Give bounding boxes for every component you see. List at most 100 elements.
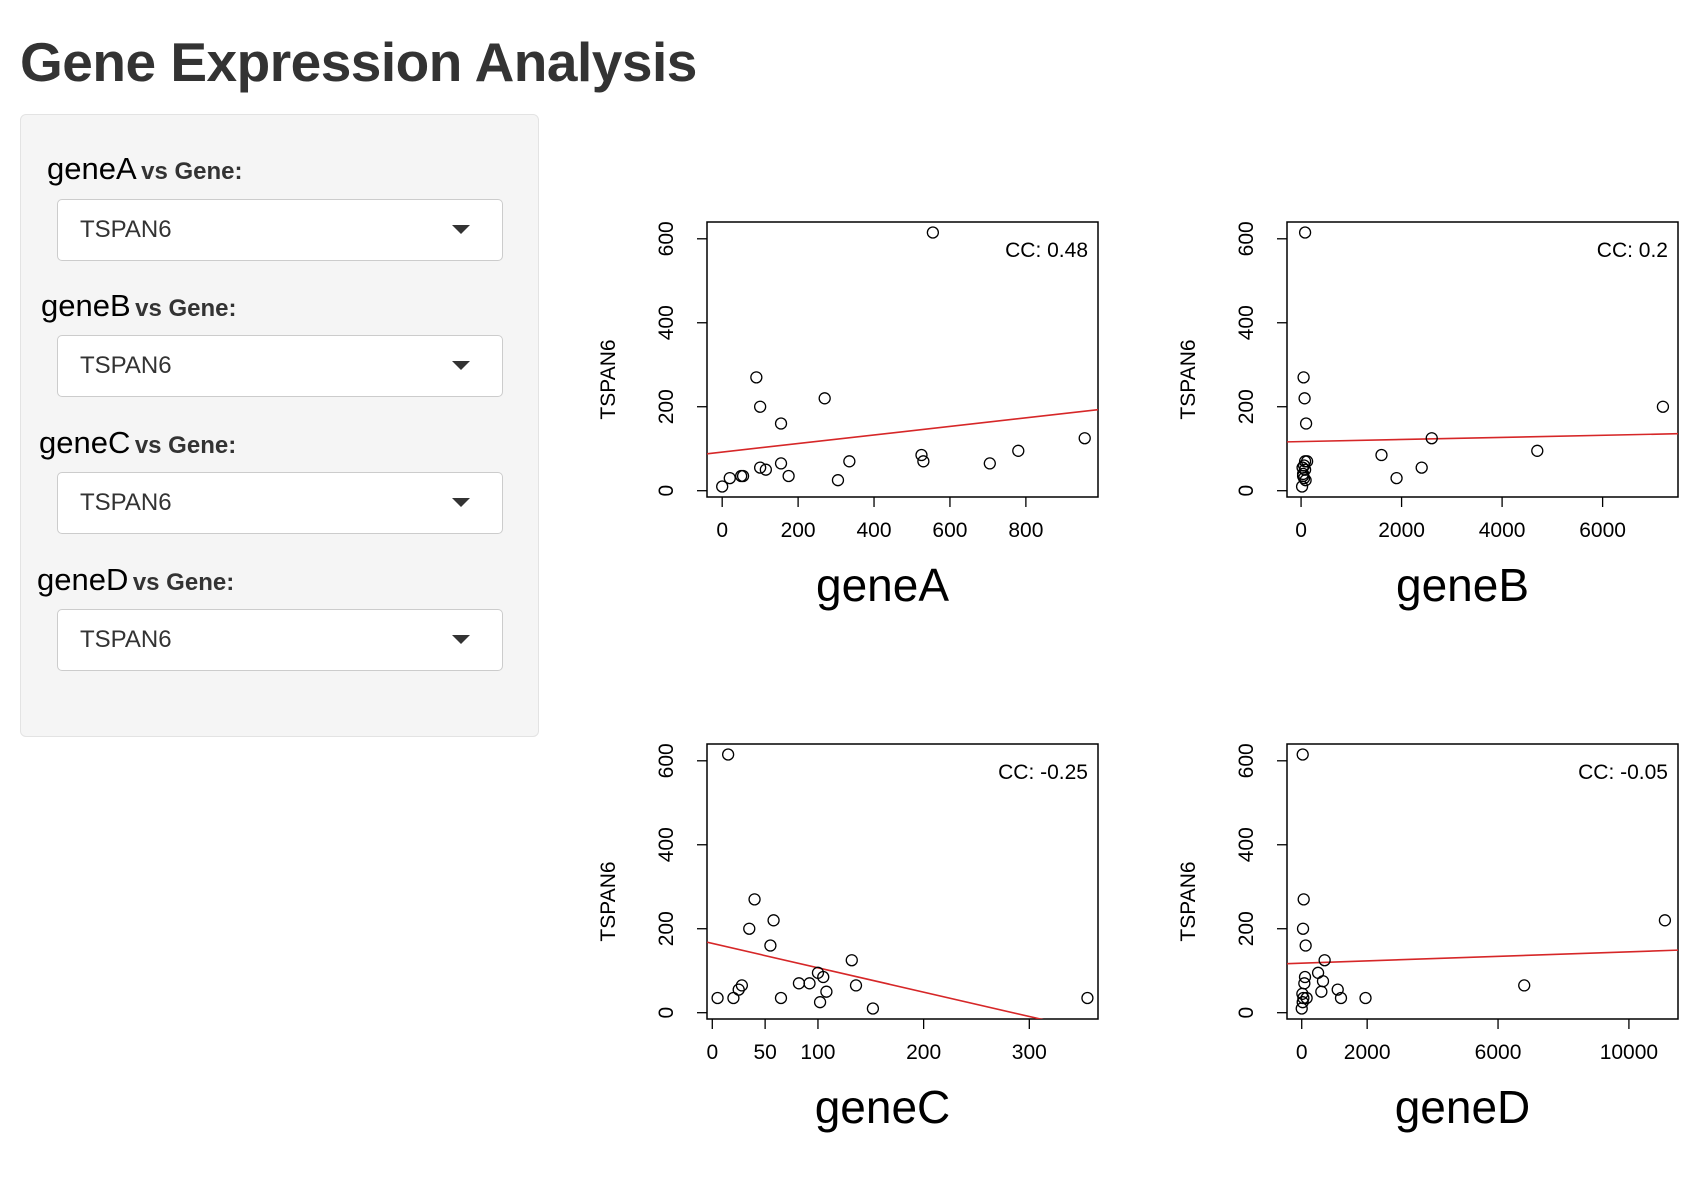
data-point <box>1390 471 1403 485</box>
x-tick-label: 300 <box>1012 1041 1047 1064</box>
data-point <box>820 985 833 998</box>
y-tick-label: 600 <box>1235 221 1258 256</box>
data-point <box>782 469 795 483</box>
data-point <box>732 983 745 996</box>
x-axis-label: geneC <box>815 1081 951 1133</box>
y-axis-label: TSPAN6 <box>597 339 620 419</box>
geneC-select[interactable]: TSPAN6 <box>57 472 503 534</box>
y-tick-label: 0 <box>655 1007 678 1019</box>
data-point <box>753 461 767 474</box>
data-point <box>792 977 806 990</box>
data-point <box>813 996 827 1009</box>
data-point <box>716 480 729 493</box>
geneA-select[interactable]: TSPAN6 <box>57 199 503 261</box>
regression-line <box>707 941 1044 1019</box>
data-point <box>764 939 777 952</box>
correlation-annotation: CC: 0.2 <box>1597 239 1668 262</box>
x-tick-label: 200 <box>906 1041 941 1064</box>
caret-down-icon <box>452 225 470 234</box>
select-value: TSPAN6 <box>80 626 172 653</box>
gene-name-label: geneC <box>39 425 131 460</box>
vs-gene-label: vs Gene: <box>134 432 237 459</box>
data-point <box>1297 991 1310 1005</box>
x-tick-label: 4000 <box>1479 519 1526 542</box>
data-point <box>817 970 830 984</box>
data-point <box>1297 459 1311 472</box>
data-point <box>818 392 831 405</box>
data-point <box>743 922 756 935</box>
x-tick-label: 800 <box>1008 519 1043 542</box>
x-tick-label: 6000 <box>1475 1041 1522 1064</box>
data-point <box>915 448 928 462</box>
x-tick-label: 600 <box>932 519 967 542</box>
x-tick-label: 100 <box>800 1041 835 1064</box>
scatter-plot-geneB: 0 2000 4000 6000 0 200 400 600 geneB TSPAN6 CC: 0.… <box>1177 221 1679 611</box>
scatter-plot-geneC: 0 50 100 200 300 0 200 400 600 geneC TSPAN6 CC: -0.… <box>597 743 1099 1133</box>
geneD-select[interactable]: TSPAN6 <box>57 609 503 671</box>
data-point <box>1298 970 1312 984</box>
select-value: TSPAN6 <box>80 216 172 243</box>
correlation-annotation: CC: -0.05 <box>1578 761 1668 784</box>
y-tick-label: 200 <box>655 911 678 946</box>
y-tick-label: 600 <box>655 221 678 256</box>
data-point <box>1296 461 1309 474</box>
plot-frame <box>1286 743 1679 1020</box>
vs-gene-label: vs Gene: <box>141 158 243 185</box>
plot-frame <box>706 221 1099 498</box>
data-point <box>1298 392 1311 405</box>
data-point <box>1297 371 1310 384</box>
data-point <box>926 226 940 239</box>
plot-frame <box>1286 221 1679 498</box>
x-axis-label: geneA <box>816 559 949 611</box>
data-point <box>1315 985 1328 998</box>
select-value: TSPAN6 <box>80 352 172 379</box>
data-point <box>1425 432 1438 445</box>
data-point <box>1318 954 1331 967</box>
data-point <box>723 471 736 485</box>
data-point <box>1359 991 1372 1005</box>
vs-gene-label: vs Gene: <box>135 295 237 322</box>
data-point <box>1300 991 1313 1005</box>
data-point <box>983 457 996 470</box>
y-tick-label: 400 <box>655 827 678 862</box>
data-point <box>845 954 858 967</box>
sidebar-panel: geneA vs Gene: TSPAN6 geneB vs Gene: TSP… <box>20 114 539 737</box>
data-point <box>1518 979 1531 992</box>
vs-gene-label: vs Gene: <box>132 569 235 596</box>
x-tick-label: 200 <box>781 519 816 542</box>
data-point <box>753 400 767 413</box>
y-axis-label: TSPAN6 <box>1177 339 1200 419</box>
geneB-select[interactable]: TSPAN6 <box>57 335 503 397</box>
regression-line <box>1287 949 1678 965</box>
data-point <box>774 417 788 430</box>
x-tick-label: 400 <box>857 519 892 542</box>
data-point <box>759 463 772 476</box>
data-point <box>803 977 816 990</box>
data-point <box>1331 983 1344 996</box>
data-point <box>1658 914 1672 927</box>
y-tick-label: 200 <box>1235 389 1258 424</box>
caret-down-icon <box>452 361 470 370</box>
data-point <box>711 991 724 1005</box>
caret-down-icon <box>452 498 470 507</box>
data-point <box>866 1002 880 1015</box>
x-tick-label: 2000 <box>1344 1041 1391 1064</box>
data-point <box>1415 461 1428 474</box>
y-axis-label: TSPAN6 <box>1177 861 1200 941</box>
x-tick-label: 6000 <box>1579 519 1626 542</box>
page-title: Gene Expression Analysis <box>20 31 697 93</box>
data-point <box>1296 996 1309 1009</box>
control-label-geneC: geneC vs Gene: <box>39 425 236 461</box>
scatter-plot-geneD: 0 2000 6000 10000 0 200 400 600 geneD TSPAN6 CC: -… <box>1177 743 1679 1133</box>
data-point <box>1375 448 1388 462</box>
data-point <box>721 748 735 761</box>
y-tick-label: 200 <box>655 389 678 424</box>
data-point <box>774 457 788 470</box>
data-point <box>748 893 761 906</box>
plot-frame <box>706 743 1099 1020</box>
x-tick-label: 2000 <box>1378 519 1425 542</box>
control-label-geneD: geneD vs Gene: <box>37 562 234 598</box>
data-point <box>1299 417 1313 430</box>
data-point <box>1656 400 1670 413</box>
